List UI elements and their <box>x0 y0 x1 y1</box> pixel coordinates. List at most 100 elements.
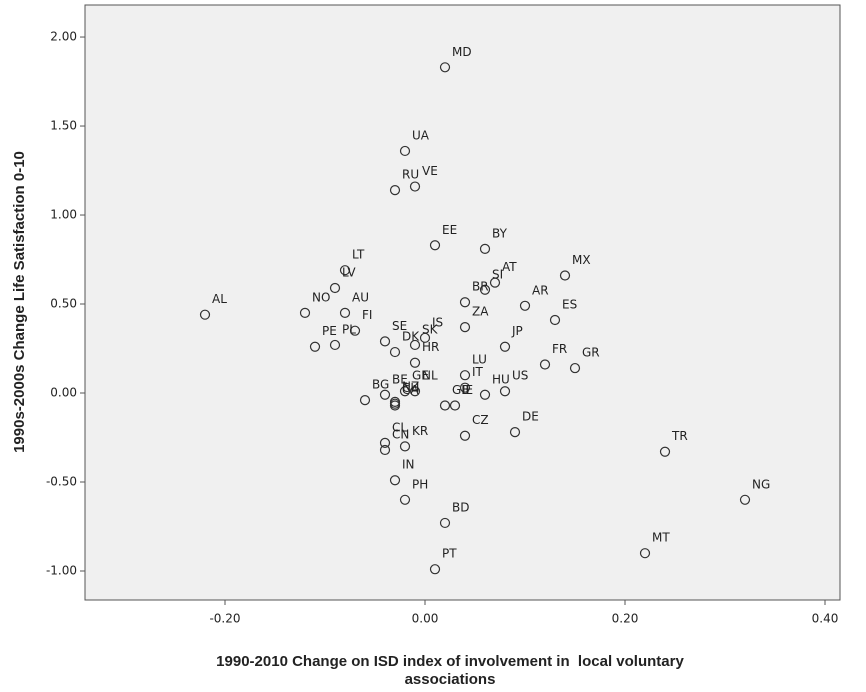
point <box>379 389 391 400</box>
point <box>379 336 391 347</box>
point <box>399 441 411 452</box>
point <box>389 185 401 196</box>
point <box>439 400 451 411</box>
x-tick-label: 0.40 <box>812 612 839 626</box>
point-label: UA <box>412 128 430 142</box>
point <box>499 386 511 397</box>
point-label: CH <box>402 381 419 395</box>
point-label: LU <box>472 353 487 367</box>
point-label: PL <box>342 322 356 336</box>
point-label: SE <box>392 319 407 333</box>
point-label: US <box>512 369 528 383</box>
plot-area <box>84 4 841 601</box>
point-label: PT <box>442 547 457 561</box>
point-label: HR <box>422 340 439 354</box>
point-label: GE <box>412 369 429 383</box>
point-label: NG <box>752 477 770 491</box>
point <box>329 282 341 294</box>
point <box>409 339 421 351</box>
point-label: JP <box>511 324 523 338</box>
point <box>569 362 581 374</box>
point-label: BE <box>392 372 408 386</box>
point <box>499 341 511 352</box>
point-label: IE <box>462 383 473 397</box>
point <box>389 346 401 358</box>
point-label: AR <box>532 283 549 297</box>
y-tick-label: 1.00 <box>50 208 77 222</box>
point-label: EE <box>442 223 457 237</box>
point-label: MT <box>652 531 670 545</box>
point-label: ZA <box>472 305 489 319</box>
point <box>409 181 421 192</box>
point-label: CN <box>392 427 409 441</box>
point <box>479 284 491 295</box>
point <box>639 548 651 559</box>
point-label: PE <box>322 324 337 338</box>
point <box>339 307 351 319</box>
point <box>379 444 391 456</box>
point-label: CL <box>392 420 407 434</box>
point-label: ES <box>562 298 577 312</box>
point-label: CZ <box>472 413 489 427</box>
y-tick-label: -1.00 <box>46 563 77 577</box>
point <box>419 332 431 343</box>
point <box>439 517 451 529</box>
point <box>359 395 371 406</box>
point-label: TR <box>671 429 688 443</box>
point <box>519 300 531 311</box>
point <box>439 62 451 73</box>
point <box>389 398 401 409</box>
point-label: GB <box>452 383 470 397</box>
point-label: LT <box>352 248 365 262</box>
point <box>659 446 671 457</box>
point-label: HU <box>492 372 510 386</box>
point <box>429 240 441 251</box>
point-label: CA <box>402 383 419 397</box>
point <box>739 494 751 505</box>
point-label: KR <box>412 424 428 438</box>
x-tick-label: 0.00 <box>412 612 439 626</box>
point-label: DK <box>402 330 420 344</box>
point <box>539 359 551 370</box>
point-label: AL <box>212 292 227 306</box>
point <box>349 325 361 336</box>
point-label: IN <box>402 458 415 472</box>
y-tick-label: -0.50 <box>46 474 77 488</box>
point-label: AU <box>352 290 369 304</box>
point <box>199 309 211 320</box>
point <box>399 386 411 397</box>
point-label: IT <box>472 365 484 379</box>
point <box>459 430 471 441</box>
point-label: PH <box>412 477 428 491</box>
point-label: RU <box>402 168 419 182</box>
point-label: NO <box>312 290 330 304</box>
point-label: DE <box>522 410 539 424</box>
point-label: AT <box>502 260 517 274</box>
point <box>459 382 471 393</box>
point-label: MX <box>572 253 591 267</box>
point <box>459 297 471 308</box>
point <box>449 400 461 411</box>
point <box>389 475 401 486</box>
point <box>309 341 321 352</box>
point-label: BD <box>452 500 469 514</box>
point-label: FR <box>552 342 567 356</box>
point-label: FI <box>362 308 372 322</box>
point <box>549 314 561 326</box>
point <box>479 389 491 400</box>
x-axis-label: associations <box>405 671 496 688</box>
point-label: SI <box>492 267 503 281</box>
point <box>299 307 311 319</box>
point <box>399 145 411 157</box>
point-label: IS <box>432 315 443 329</box>
point-label: NL <box>422 369 438 383</box>
point-label: NZ <box>402 379 419 393</box>
point <box>429 564 441 575</box>
y-tick-label: 2.00 <box>50 30 77 44</box>
point-label: SK <box>422 322 439 336</box>
point-label: BR <box>472 280 489 294</box>
x-tick-label: 0.20 <box>612 612 639 626</box>
x-axis-label: 1990-2010 Change on ISD index of involve… <box>216 653 684 670</box>
point <box>379 437 391 448</box>
